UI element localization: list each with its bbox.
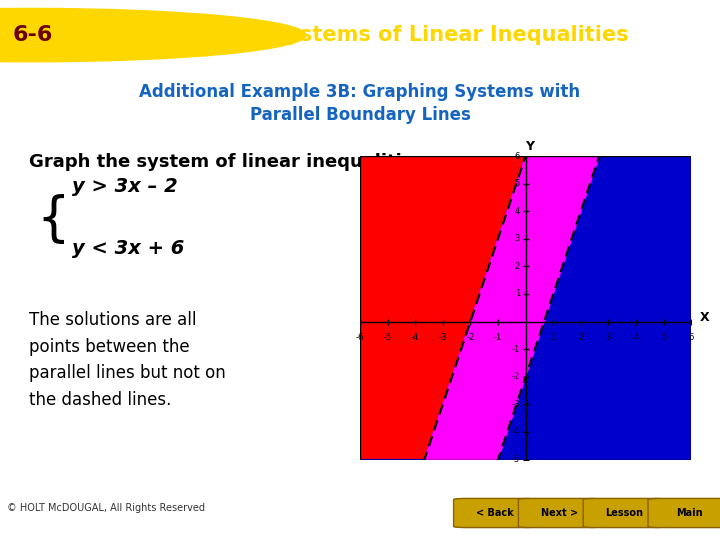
Text: -2: -2 — [512, 372, 520, 381]
Text: -5: -5 — [384, 333, 392, 342]
FancyBboxPatch shape — [648, 498, 720, 528]
Text: y > 3x – 2: y > 3x – 2 — [72, 177, 178, 196]
Text: 5: 5 — [661, 333, 666, 342]
Text: -4: -4 — [411, 333, 419, 342]
Text: -1: -1 — [512, 345, 520, 354]
FancyBboxPatch shape — [454, 498, 536, 528]
Text: -4: -4 — [512, 428, 520, 436]
Text: -6: -6 — [356, 333, 364, 342]
Text: 3: 3 — [606, 333, 611, 342]
Text: Next >: Next > — [541, 508, 578, 518]
Text: Solving Systems of Linear Inequalities: Solving Systems of Linear Inequalities — [177, 25, 629, 45]
Text: 3: 3 — [515, 234, 520, 244]
Text: 6: 6 — [515, 152, 520, 160]
Text: 2: 2 — [515, 262, 520, 271]
Text: 1: 1 — [551, 333, 556, 342]
Text: < Back: < Back — [476, 508, 514, 518]
Text: -3: -3 — [512, 400, 520, 409]
Text: Main: Main — [676, 508, 703, 518]
Text: -2: -2 — [467, 333, 474, 342]
Text: © HOLT McDOUGAL, All Rights Reserved: © HOLT McDOUGAL, All Rights Reserved — [7, 503, 205, 512]
Text: y < 3x + 6: y < 3x + 6 — [72, 240, 184, 259]
Text: 4: 4 — [515, 207, 520, 215]
Text: {: { — [36, 194, 70, 246]
Text: The solutions are all
points between the
parallel lines but not on
the dashed li: The solutions are all points between the… — [29, 312, 225, 409]
Text: -3: -3 — [438, 333, 447, 342]
Text: 4: 4 — [634, 333, 639, 342]
Text: -1: -1 — [494, 333, 502, 342]
Text: 6: 6 — [688, 333, 694, 342]
Text: X: X — [699, 311, 709, 324]
Text: Lesson: Lesson — [606, 508, 644, 518]
Text: 5: 5 — [515, 179, 520, 188]
Text: 1: 1 — [515, 289, 520, 299]
Text: Additional Example 3B: Graphing Systems with
Parallel Boundary Lines: Additional Example 3B: Graphing Systems … — [140, 83, 580, 124]
FancyBboxPatch shape — [518, 498, 601, 528]
Text: 6-6: 6-6 — [12, 25, 53, 45]
Text: 2: 2 — [578, 333, 583, 342]
Text: -5: -5 — [512, 455, 520, 464]
Text: Y: Y — [525, 140, 534, 153]
Text: Graph the system of linear inequalities.: Graph the system of linear inequalities. — [29, 153, 431, 171]
FancyBboxPatch shape — [583, 498, 666, 528]
Circle shape — [0, 9, 306, 62]
